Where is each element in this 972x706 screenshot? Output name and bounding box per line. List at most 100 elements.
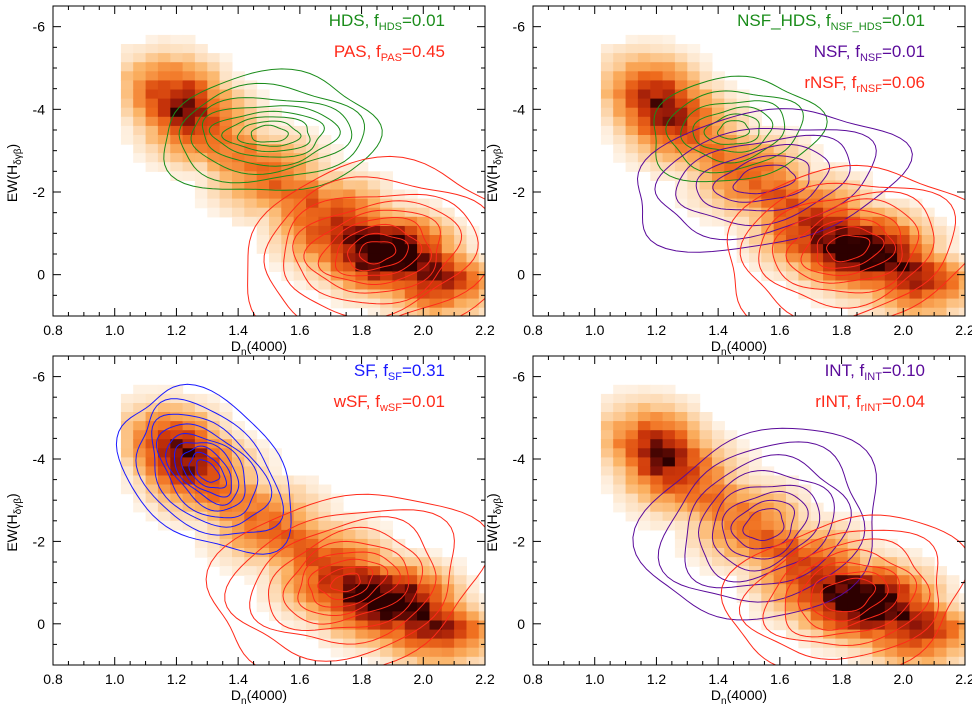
contour-line <box>221 116 311 153</box>
density-cell <box>330 198 344 209</box>
density-cell <box>232 71 245 81</box>
density-cell <box>872 289 886 300</box>
density-cell <box>921 584 935 594</box>
density-cell <box>946 575 960 585</box>
density-cell <box>194 520 208 531</box>
density-cell <box>256 557 270 567</box>
density-cell <box>256 538 270 549</box>
density-cell <box>712 171 725 181</box>
density-cell <box>712 448 725 458</box>
density-cell <box>330 180 344 191</box>
density-cell <box>170 62 184 72</box>
density-cell <box>244 529 258 540</box>
x-tick-label: 0.8 <box>43 671 63 687</box>
density-cell <box>699 53 713 63</box>
density-cell <box>157 439 171 449</box>
density-cell <box>699 538 713 549</box>
density-cell <box>330 620 344 631</box>
density-cell <box>404 216 418 227</box>
contour-set-wsf <box>205 493 485 665</box>
density-cell <box>835 593 849 603</box>
density-cell <box>847 620 861 631</box>
density-cell <box>712 153 725 163</box>
density-cell <box>786 144 799 154</box>
density-cell <box>318 593 332 603</box>
contour-line <box>692 106 774 153</box>
density-cell <box>749 502 762 513</box>
density-cell <box>810 538 824 549</box>
density-cell <box>293 280 307 291</box>
density-cell <box>194 135 208 145</box>
density-cell <box>355 198 369 209</box>
density-cell <box>441 225 455 236</box>
density-cell <box>380 538 393 549</box>
density-cell <box>872 207 886 218</box>
density-cell <box>625 466 639 477</box>
density-cell <box>355 280 369 291</box>
density-cell <box>269 557 282 567</box>
density-cell <box>330 566 344 576</box>
density-cell <box>749 262 762 272</box>
density-cell <box>835 289 849 300</box>
density-cell <box>946 289 960 300</box>
density-cell <box>318 520 332 531</box>
density-cell <box>133 412 147 422</box>
density-cell <box>343 262 356 272</box>
density-cell <box>306 502 319 513</box>
x-tick-label: 1.0 <box>105 671 125 687</box>
density-cell <box>232 98 245 109</box>
density-cell <box>269 548 282 558</box>
density-cell <box>330 280 344 291</box>
density-cell <box>293 125 307 136</box>
density-cell <box>293 235 307 245</box>
density-cell <box>120 466 134 477</box>
density-cell <box>662 116 676 127</box>
density-cell <box>306 207 319 218</box>
density-cell <box>466 602 480 613</box>
density-cell <box>798 171 812 181</box>
density-cell <box>884 253 898 263</box>
density-cell <box>417 548 430 558</box>
density-cell <box>244 520 258 531</box>
x-tick-label: 0.8 <box>43 322 63 338</box>
density-cell <box>182 153 196 163</box>
density-cell <box>613 484 627 495</box>
density-cell <box>736 529 750 540</box>
density-cell <box>749 189 762 200</box>
density-cell <box>367 262 381 272</box>
density-cell <box>441 235 455 245</box>
density-cell <box>835 207 849 218</box>
contour-line <box>680 100 786 164</box>
density-cell <box>441 566 455 576</box>
density-cell <box>281 225 295 236</box>
density-cell <box>269 466 282 477</box>
density-heatmap <box>120 384 485 665</box>
density-cell <box>625 430 639 440</box>
density-cell <box>318 602 332 613</box>
density-cell <box>355 548 369 558</box>
density-cell <box>786 611 799 622</box>
density-cell <box>466 271 480 282</box>
density-cell <box>810 529 824 540</box>
density-cell <box>441 216 455 227</box>
density-cell <box>404 298 418 309</box>
density-cell <box>798 135 812 145</box>
density-cell <box>650 412 664 422</box>
density-cell <box>921 647 935 658</box>
density-cell <box>207 162 221 172</box>
density-cell <box>712 502 725 513</box>
density-cell <box>367 638 381 649</box>
density-cell <box>860 538 873 549</box>
density-cell <box>847 262 861 272</box>
density-cell <box>798 511 812 522</box>
density-cell <box>182 71 196 81</box>
density-cell <box>749 575 762 585</box>
density-cell <box>157 34 171 45</box>
contour-line <box>758 191 935 309</box>
density-cell <box>330 225 344 236</box>
contour-line <box>771 198 920 294</box>
density-cell <box>687 153 701 163</box>
density-cell <box>835 189 849 200</box>
density-cell <box>219 144 233 154</box>
density-cell <box>330 216 344 227</box>
